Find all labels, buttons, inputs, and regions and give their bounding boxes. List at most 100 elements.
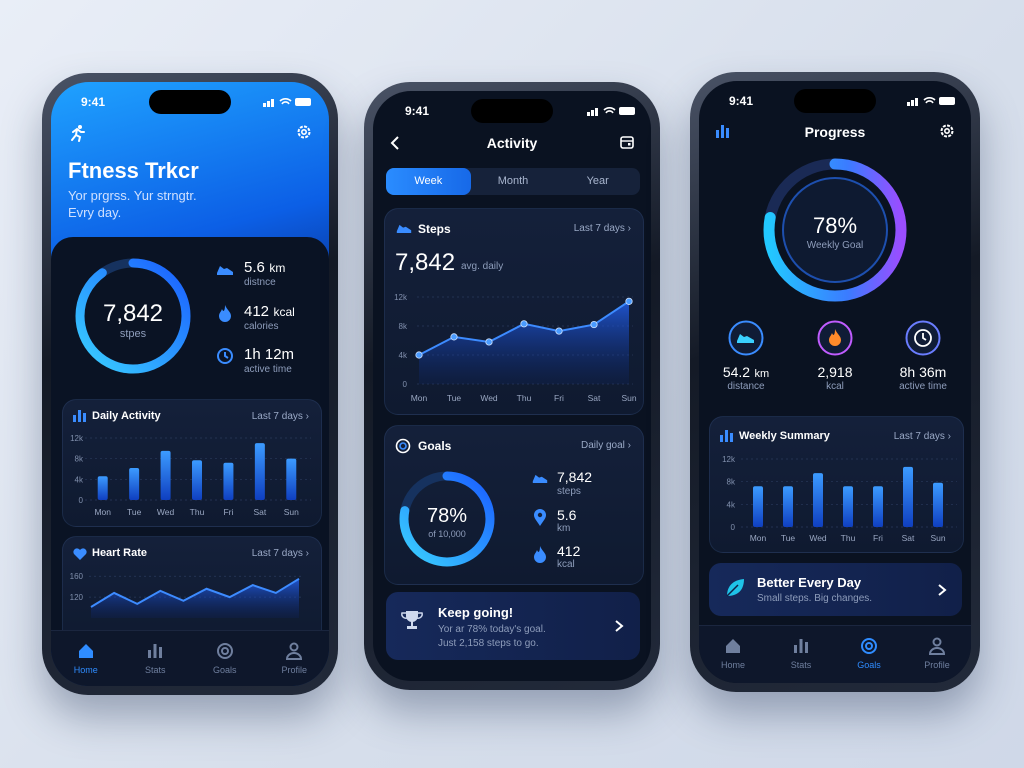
- abs[interactable]: [716, 124, 732, 138]
- x-tick-label: Mon: [94, 507, 111, 517]
- abs: [217, 348, 233, 364]
- area: [91, 578, 299, 618]
- bar: [753, 486, 763, 527]
- rect: [78, 410, 81, 422]
- per[interactable]: Last 7 days ›: [893, 431, 951, 442]
- abs: [401, 611, 423, 629]
- value: 1h 12m: [244, 346, 295, 363]
- title: Activity: [486, 135, 538, 151]
- nav-item[interactable]: Goals: [190, 631, 260, 686]
- label: kcal: [826, 381, 844, 392]
- abs: [75, 258, 191, 374]
- value: 2,918: [817, 364, 853, 380]
- nav-item[interactable]: Goals: [835, 626, 903, 683]
- bar: [873, 486, 883, 527]
- point: [450, 333, 458, 341]
- label: 78%: [812, 213, 858, 238]
- abs[interactable]: Keep going! Yor ar 78% today's goal. Jus…: [386, 592, 640, 660]
- circle: [78, 125, 82, 129]
- abs: [399, 471, 495, 567]
- y-tick-label: 4k: [399, 351, 408, 360]
- abs[interactable]: [295, 123, 313, 141]
- point: [590, 320, 598, 329]
- per[interactable]: Daily goal ›: [580, 440, 631, 451]
- rect: [295, 98, 311, 106]
- abs[interactable]: [389, 135, 401, 151]
- value: 412: [557, 543, 581, 559]
- nav-icon: [726, 639, 740, 653]
- rect: [907, 102, 910, 106]
- abs: [728, 320, 764, 356]
- point: [415, 351, 423, 359]
- phone: 9:41 Progress 78% Weekly Goal 54.2 km di…: [690, 72, 980, 692]
- x-tick-label: Tue: [447, 393, 462, 403]
- bar: [933, 482, 943, 527]
- y-tick-label: 0: [403, 380, 408, 389]
- unit: km: [269, 261, 286, 275]
- bar: [160, 450, 171, 500]
- nav-icon: [148, 644, 163, 658]
- point: [520, 320, 528, 328]
- phone: 9:41 Activity Week Month Year Steps Last 7…: [364, 82, 660, 690]
- x-tick-label: Fri: [554, 393, 564, 403]
- rect: [271, 99, 274, 107]
- x-tick-label: Sun: [930, 533, 945, 543]
- y-tick-label: 4k: [727, 500, 736, 509]
- card: Weekly Summary Last 7 days › 0 4k 8k 12k Mon…: [709, 416, 964, 553]
- path: [532, 474, 548, 483]
- label: distnce: [244, 277, 276, 288]
- path: [938, 584, 947, 596]
- rect: [148, 650, 152, 658]
- notch: [149, 90, 231, 114]
- abs: [938, 584, 947, 596]
- nav-item[interactable]: Stats: [121, 631, 191, 686]
- tab[interactable]: Week: [386, 168, 471, 195]
- status-time: 9:41: [405, 104, 430, 118]
- title: Progress: [804, 124, 866, 140]
- x-tick-label: Sun: [621, 393, 636, 403]
- tab[interactable]: Month: [497, 175, 529, 187]
- per[interactable]: Last 7 days ›: [251, 548, 309, 559]
- abs: [219, 305, 231, 322]
- abs: [73, 548, 87, 560]
- abs: [587, 107, 635, 116]
- abs[interactable]: Better Every Day Small steps. Big change…: [709, 563, 962, 616]
- rect: [411, 621, 413, 626]
- nav-label: Profile: [924, 660, 950, 670]
- abs: [71, 125, 85, 142]
- lines: Yor ar 78% today's goal.: [438, 624, 546, 635]
- per[interactable]: Last 7 days ›: [251, 411, 309, 422]
- nav-item[interactable]: Profile: [260, 631, 330, 686]
- y-tick-label: 8k: [75, 455, 84, 464]
- nav-item[interactable]: Stats: [767, 626, 835, 683]
- abs: 412 kcal: [244, 303, 295, 321]
- abs[interactable]: [938, 122, 956, 140]
- nav-icon: [286, 642, 303, 660]
- nav-item[interactable]: Profile: [903, 626, 971, 683]
- abs[interactable]: [619, 134, 635, 150]
- y-tick-label: 12k: [722, 455, 736, 464]
- abs: Week Month Year: [386, 168, 640, 195]
- path: [534, 509, 546, 526]
- path: [726, 639, 740, 653]
- nav-label: Profile: [281, 665, 307, 675]
- title: Steps: [418, 222, 451, 236]
- nav-item[interactable]: Home: [51, 631, 121, 686]
- point: [485, 338, 493, 346]
- bar: [254, 443, 265, 500]
- path: [615, 620, 624, 632]
- abs: [263, 98, 311, 107]
- label: active time: [899, 381, 947, 392]
- bar: [783, 486, 793, 527]
- path: [401, 612, 423, 619]
- nav-item[interactable]: Home: [699, 626, 767, 683]
- per[interactable]: Last 7 days ›: [573, 223, 631, 234]
- tab[interactable]: Year: [586, 175, 609, 187]
- value: 7,842: [395, 249, 456, 276]
- y-tick-label: 160: [70, 572, 84, 581]
- nav-icon: [78, 644, 93, 658]
- path: [406, 611, 418, 622]
- circle: [782, 177, 888, 283]
- nav-label: Stats: [144, 665, 166, 675]
